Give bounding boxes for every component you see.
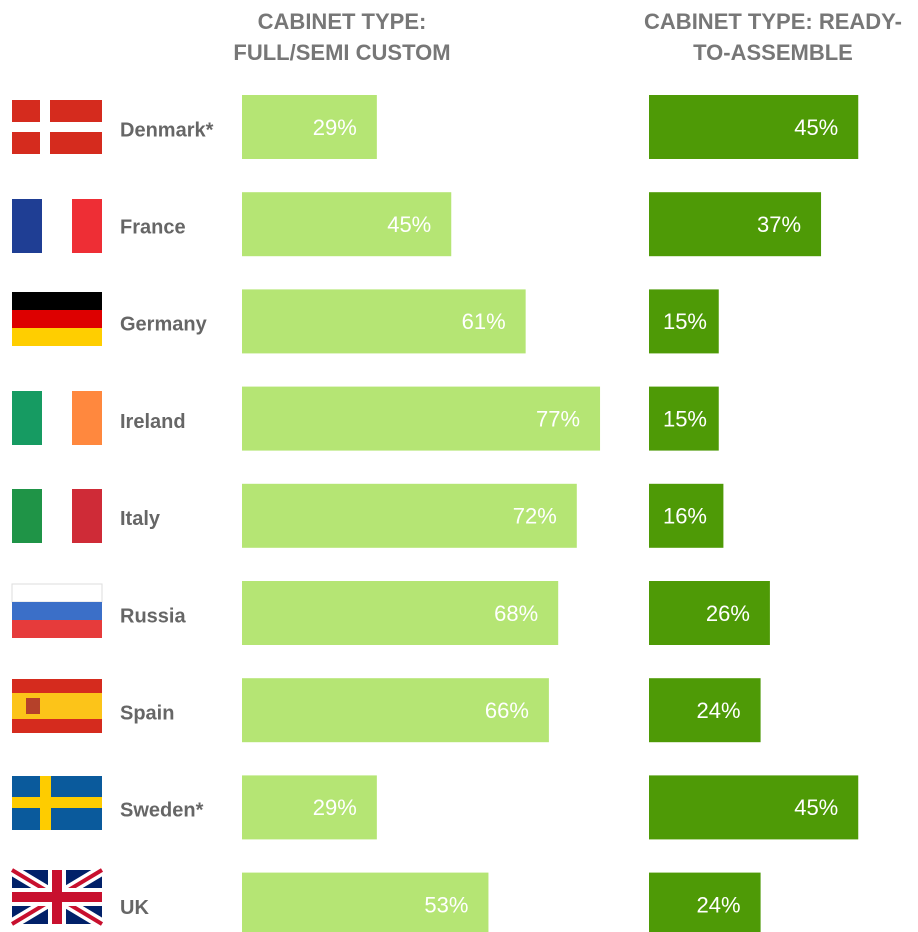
value-label: 16% [663,504,707,529]
category-label: Spain [120,702,174,724]
flag [12,679,102,733]
value-label: 24% [697,698,741,723]
series-header: CABINET TYPE: FULL/SEMI CUSTOM [233,9,451,65]
value-label: 45% [794,115,838,140]
value-label: 15% [663,406,707,431]
category-label: Italy [120,508,161,530]
value-label: 61% [462,309,506,334]
bar [242,386,601,451]
bar [649,289,719,354]
bar [649,872,761,932]
value-label: 26% [706,601,750,626]
bar [649,95,859,159]
value-label: 45% [794,795,838,820]
bar [649,581,770,645]
value-label: 15% [663,309,707,334]
category-label: Sweden* [120,800,204,822]
value-label: 53% [424,892,468,917]
value-label: 68% [494,601,538,626]
flag [12,489,102,543]
bar [242,775,377,840]
bar [649,386,719,451]
bar [649,775,859,840]
category-label: Denmark* [120,119,214,141]
value-label: 66% [485,698,529,723]
bar [242,192,452,257]
bar [242,95,377,159]
value-label: 72% [513,504,557,529]
bar [649,192,822,257]
value-label: 29% [313,115,357,140]
bar [242,483,577,548]
flag [12,292,102,346]
bar [242,581,559,645]
bar [649,678,761,743]
category-label: UK [120,897,149,919]
series-header: CABINET TYPE: READY-TO-ASSEMBLE [644,9,902,65]
flag [12,199,102,253]
flags [9,100,105,929]
value-label: 77% [536,406,580,431]
bar [242,678,549,743]
value-label: 45% [387,212,431,237]
flag [12,391,102,445]
bar [242,872,489,932]
category-label: Russia [120,605,186,627]
bar [649,483,724,548]
flag [12,776,102,830]
category-label: Ireland [120,411,186,433]
flag [9,865,105,929]
value-label: 24% [697,892,741,917]
flag [11,583,103,638]
category-label: France [120,216,186,238]
value-label: 29% [313,795,357,820]
bar [242,289,526,354]
category-label: Germany [120,314,208,336]
value-label: 37% [757,212,801,237]
flag [12,100,102,154]
